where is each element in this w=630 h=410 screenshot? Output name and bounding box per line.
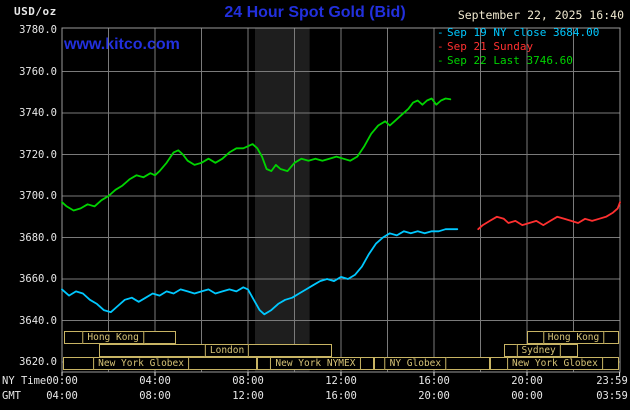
kitco-website-link[interactable]: www.kitco.com <box>64 36 180 53</box>
legend-marker: - <box>437 54 444 67</box>
unit-label: USD/oz <box>14 5 57 18</box>
legend-marker: - <box>437 40 444 53</box>
legend-item: - Sep 19 NY close 3684.00 <box>437 26 599 40</box>
x-axis-tick-label: 00:00 <box>46 375 78 387</box>
session-label: London <box>204 344 250 357</box>
legend-label: Sep 19 NY close 3684.00 <box>447 26 600 39</box>
legend-label: Sep 22 Last 3746.60 <box>447 54 573 67</box>
x-axis-tick-label: 03:59 <box>596 390 628 402</box>
legend-item: - Sep 21 Sunday <box>437 40 599 54</box>
session-label: NY Globex <box>384 357 447 370</box>
x-axis-tick-label: 04:00 <box>46 390 78 402</box>
y-axis-tick-label: 3680.0 <box>19 231 57 244</box>
x-axis-tick-label: 23:59 <box>596 375 628 387</box>
x-axis-tick-label: 12:00 <box>232 390 264 402</box>
x-axis-caption: NY Time <box>2 375 47 387</box>
y-axis-tick-label: 3640.0 <box>19 314 57 327</box>
x-axis-tick-label: 04:00 <box>139 375 171 387</box>
price-line-1 <box>477 201 621 231</box>
legend-item: - Sep 22 Last 3746.60 <box>437 54 599 68</box>
session-label: New York Globex <box>93 357 189 370</box>
x-axis-tick-label: 20:00 <box>511 375 543 387</box>
y-axis-tick-label: 3720.0 <box>19 148 57 161</box>
price-line-2 <box>61 97 452 212</box>
datetime-label: September 22, 2025 16:40 <box>457 8 624 22</box>
x-axis-tick-label: 16:00 <box>325 390 357 402</box>
y-axis-tick-label: 3700.0 <box>19 190 57 202</box>
legend-marker: - <box>437 26 444 39</box>
price-line-0 <box>61 228 459 316</box>
x-axis-tick-label: 00:00 <box>511 390 543 402</box>
x-axis-tick-label: 08:00 <box>139 390 171 402</box>
page-title: 24 Hour Spot Gold (Bid) <box>224 4 406 21</box>
x-axis-tick-label: 16:00 <box>418 375 450 387</box>
x-axis-tick-label: 12:00 <box>325 375 357 387</box>
session-label: Hong Kong <box>82 331 144 344</box>
session-label: New York Globex <box>506 357 603 370</box>
y-axis-tick-label: 3660.0 <box>19 273 57 285</box>
y-axis-tick-label: 3760.0 <box>19 65 57 78</box>
x-axis-tick-label: 20:00 <box>418 390 450 402</box>
session-label: Sydney <box>516 344 561 357</box>
x-axis-caption: GMT <box>2 390 21 402</box>
legend-label: Sep 21 Sunday <box>447 40 534 53</box>
y-axis-tick-label: 3620.0 <box>19 356 57 368</box>
legend: - Sep 19 NY close 3684.00- Sep 21 Sunday - S… <box>437 26 599 68</box>
y-axis-tick-label: 3740.0 <box>19 107 57 119</box>
x-axis-tick-label: 08:00 <box>232 375 264 387</box>
session-label: New York NYMEX <box>270 357 361 370</box>
session-label: Hong Kong <box>542 331 605 344</box>
y-axis-tick-label: 3780.0 <box>19 24 57 36</box>
